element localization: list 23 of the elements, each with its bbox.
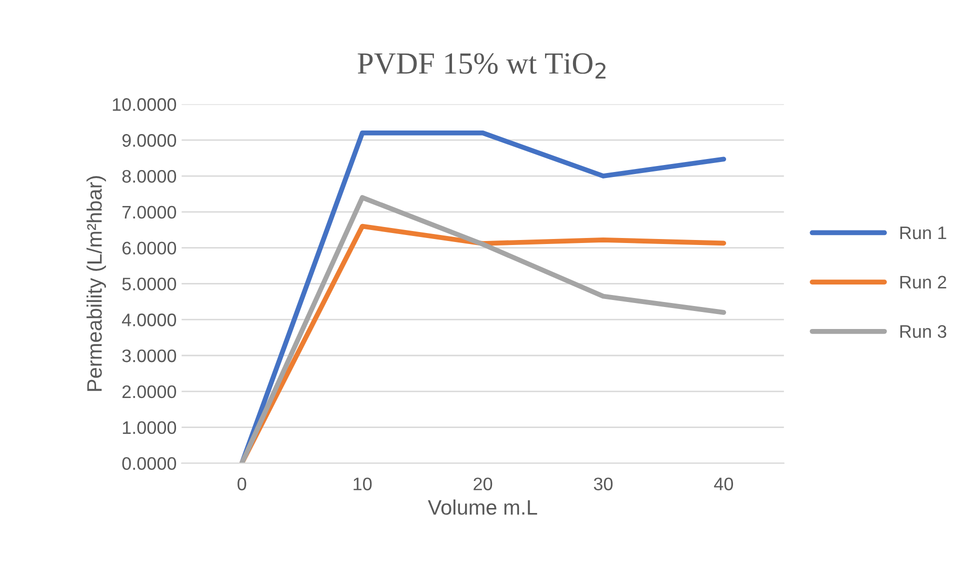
- y-tick-label: 7.0000: [122, 206, 176, 219]
- y-tick-label: 10.0000: [112, 98, 176, 111]
- legend-label: Run 3: [900, 325, 946, 338]
- x-tick-label: 30: [594, 478, 613, 490]
- y-tick-label: 1.0000: [122, 421, 176, 434]
- y-tick-label: 3.0000: [122, 349, 176, 362]
- y-tick-label: 2.0000: [122, 385, 176, 398]
- x-tick-label: 10: [354, 478, 372, 490]
- legend-label: Run 1: [900, 226, 946, 240]
- x-tick-label: 20: [474, 478, 492, 490]
- x-tick-label: 0: [238, 478, 246, 490]
- y-tick-label: 9.0000: [122, 134, 176, 147]
- y-tick-label: 5.0000: [122, 278, 176, 290]
- line-series: [239, 130, 726, 464]
- y-axis-title: Permeability (L/m²hbar): [86, 176, 106, 391]
- y-tick-label: 4.0000: [122, 314, 176, 326]
- chart-title: PVDF 15% wt TiO$_{2}$: [358, 53, 606, 79]
- y-tick-label: 6.0000: [122, 242, 176, 255]
- x-axis-title: Volume m.L: [428, 499, 538, 515]
- legend-label: Run 2: [900, 276, 946, 289]
- y-tick-label: 0.0000: [122, 457, 176, 470]
- y-tick-label: 8.0000: [122, 170, 176, 183]
- x-tick-label: 40: [714, 478, 734, 490]
